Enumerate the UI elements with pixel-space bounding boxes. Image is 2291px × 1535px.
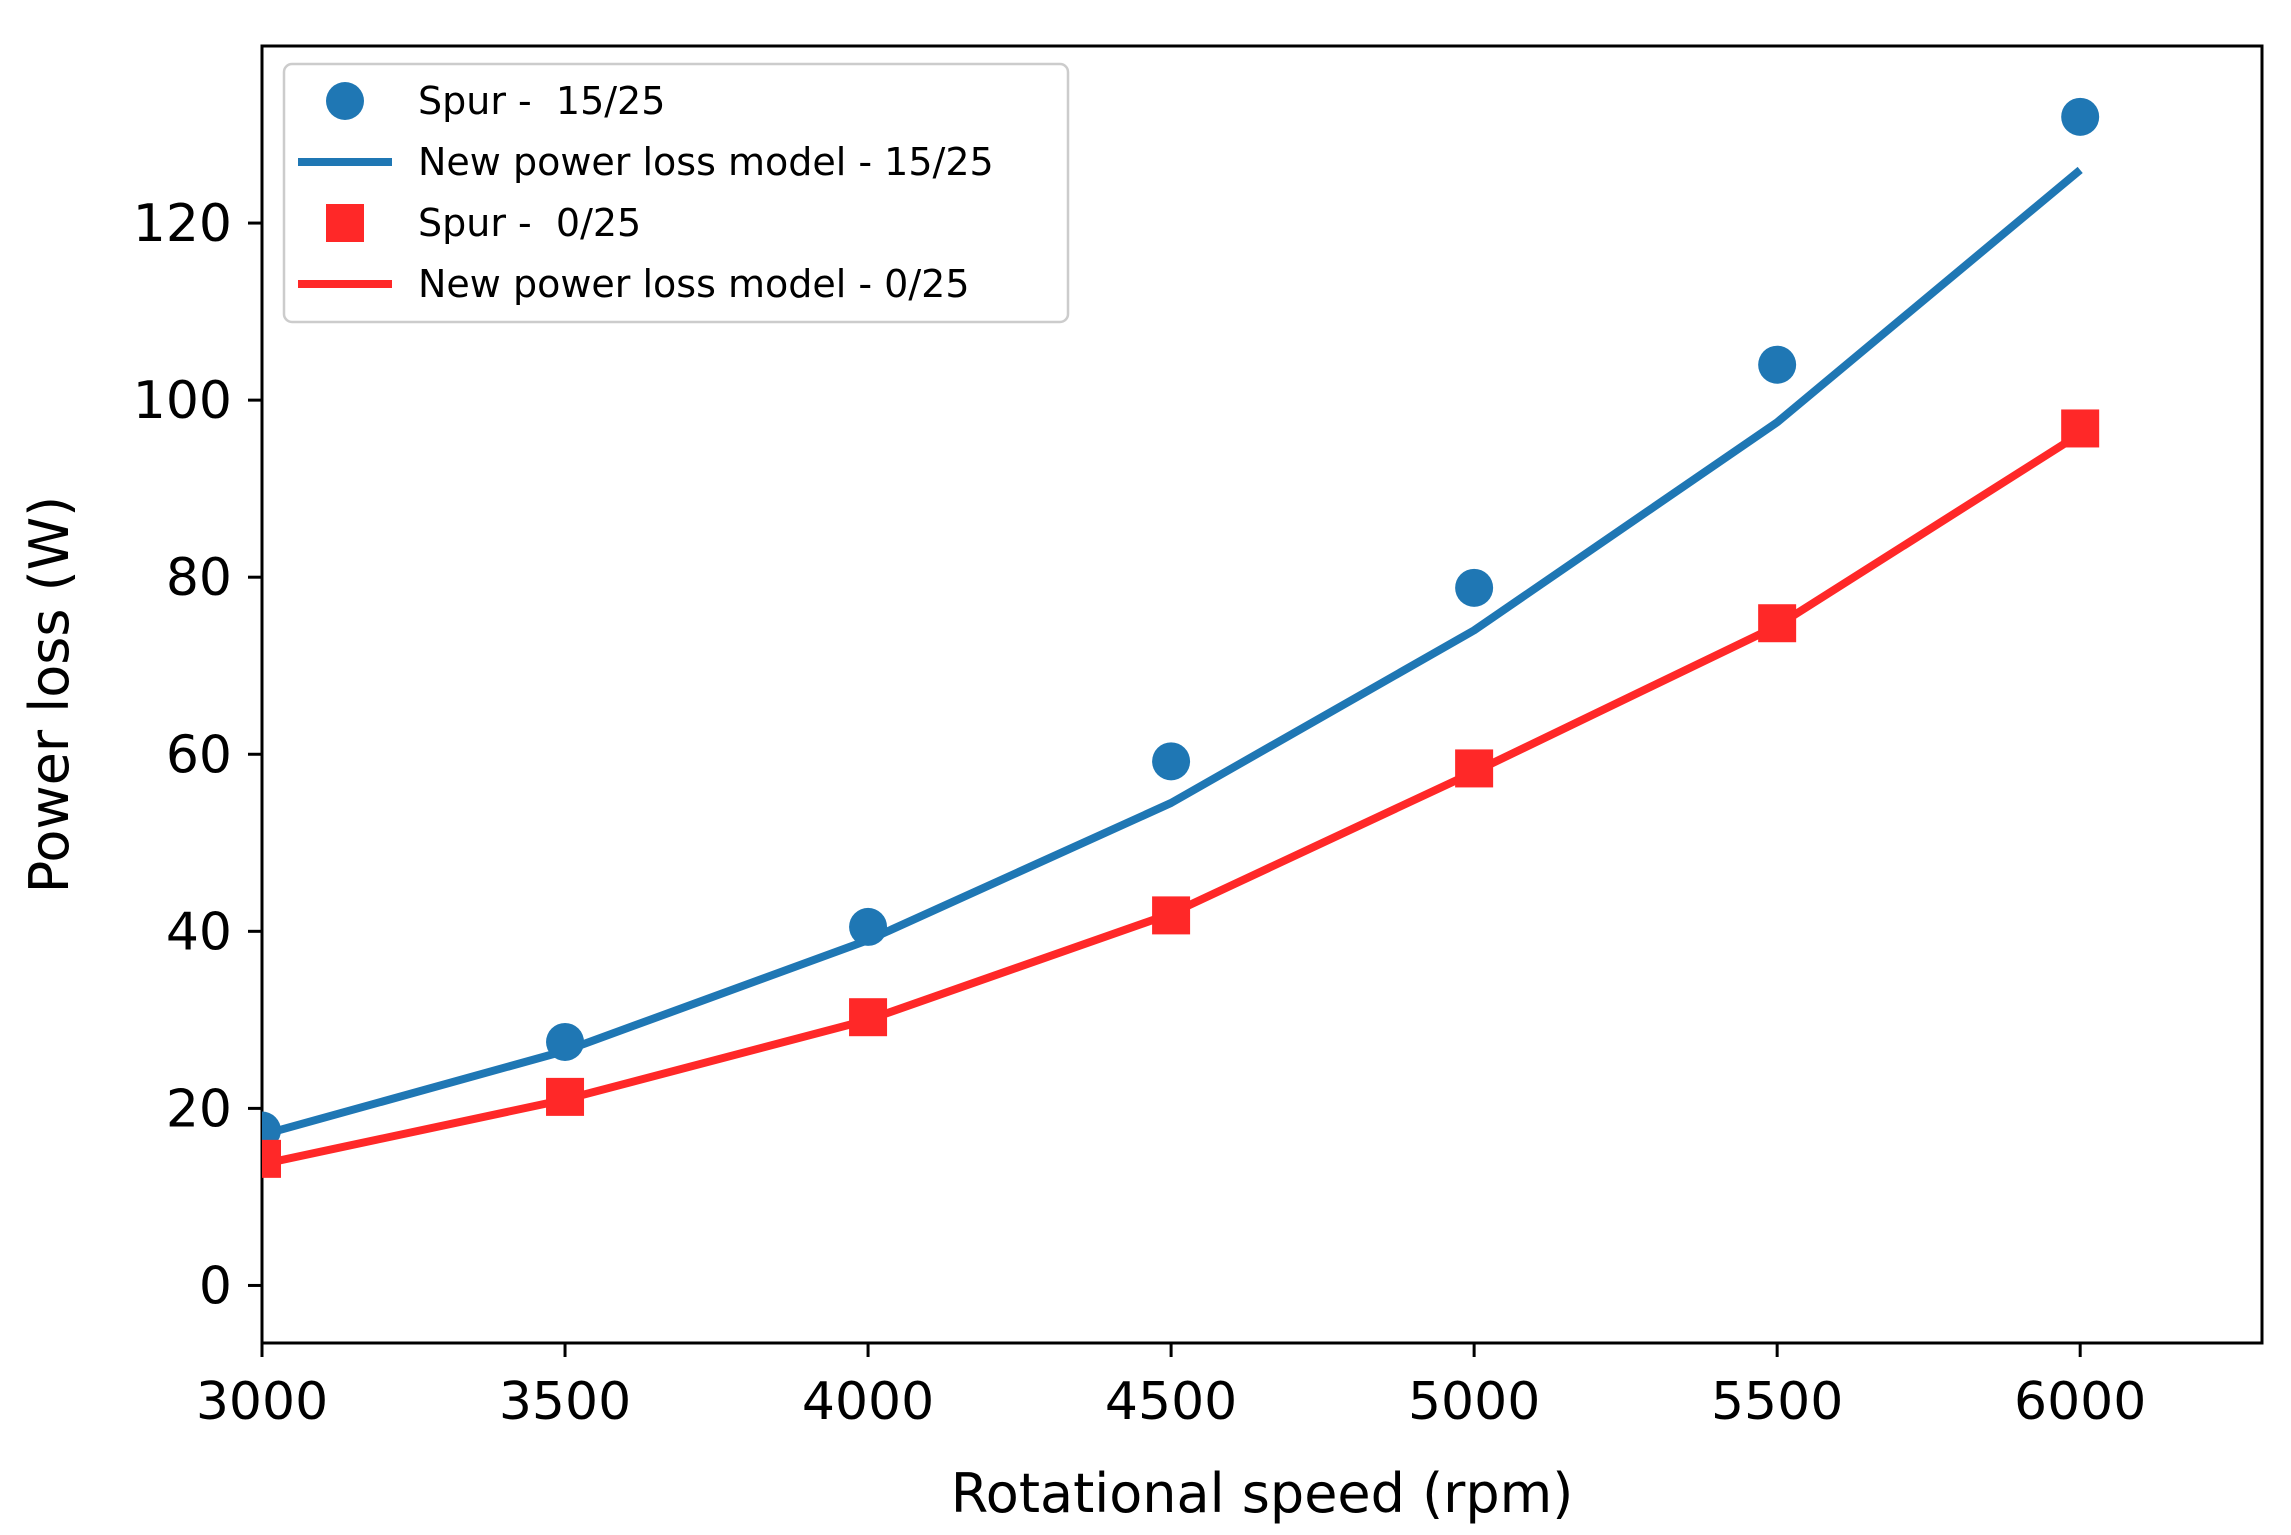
y-tick-label: 0 [199, 1256, 232, 1316]
y-tick-label: 120 [133, 194, 232, 254]
legend-box [282, 62, 1070, 324]
data-point [1152, 742, 1191, 781]
legend-label: Spur - 0/25 [418, 201, 641, 245]
y-axis-label: Power loss (W) [18, 496, 81, 893]
data-point [2061, 409, 2100, 448]
x-tick-label: 4000 [802, 1372, 934, 1432]
legend-marker-swatch [326, 82, 364, 120]
data-point [849, 907, 888, 946]
y-tick-label: 100 [133, 371, 232, 431]
x-axis-ticks: 3000 3500 4000 4500 5000 5500 6000 [196, 1343, 2146, 1432]
y-tick-label: 80 [166, 548, 232, 608]
data-point [1758, 345, 1797, 384]
data-point [849, 998, 888, 1037]
data-point [2061, 97, 2100, 136]
x-axis-label: Rotational speed (rpm) [951, 1462, 1574, 1525]
x-tick-label: 3000 [196, 1372, 328, 1432]
y-axis-ticks: 0 20 40 60 80 100 120 [133, 194, 262, 1316]
x-tick-label: 5000 [1408, 1372, 1540, 1432]
legend-label: New power loss model - 0/25 [418, 262, 970, 306]
data-point [546, 1022, 585, 1061]
data-point [262, 1139, 281, 1178]
legend-label: New power loss model - 15/25 [418, 140, 994, 184]
y-tick-label: 40 [166, 902, 232, 962]
x-tick-label: 6000 [2014, 1372, 2146, 1432]
y-tick-label: 60 [166, 725, 232, 785]
data-point [1152, 896, 1191, 935]
legend-marker-swatch [326, 204, 364, 242]
legend: Spur - 15/25 New power loss model - 15/25… [282, 62, 1070, 324]
x-tick-label: 5500 [1711, 1372, 1843, 1432]
x-tick-label: 3500 [499, 1372, 631, 1432]
data-point [546, 1077, 585, 1116]
data-point [1758, 604, 1797, 643]
series-clip-group [262, 97, 2100, 1178]
x-tick-label: 4500 [1105, 1372, 1237, 1432]
series-layer [262, 97, 2100, 1178]
data-point [1455, 568, 1494, 607]
data-point [1455, 749, 1494, 788]
legend-label: Spur - 15/25 [418, 79, 665, 123]
y-tick-label: 20 [166, 1079, 232, 1139]
